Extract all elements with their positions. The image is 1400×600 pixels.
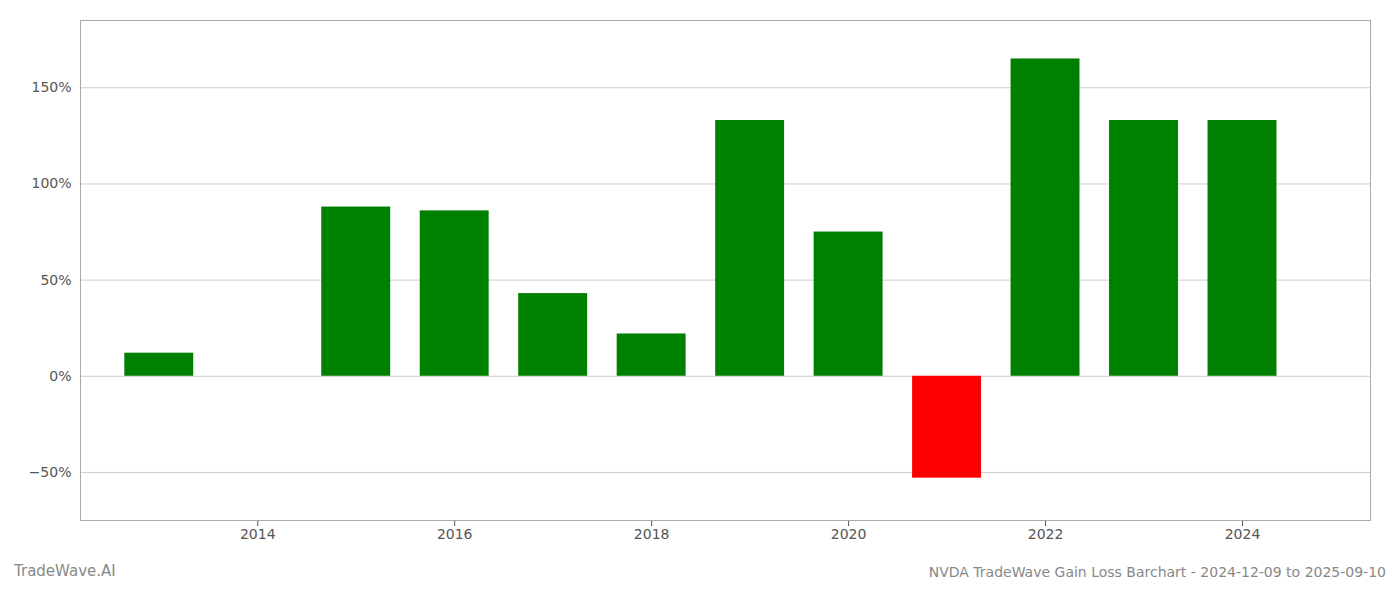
html-text:NVDA TradeWave Gain Loss Barch: NVDA TradeWave Gain Loss Barchart - 2024… — [928, 564, 1386, 580]
svg-text:2018: 2018 — [634, 526, 670, 542]
svg-text:2014: 2014 — [240, 526, 276, 542]
svg-text:−50%: −50% — [29, 464, 72, 480]
html-text:TradeWave.AI: TradeWave.AI — [14, 562, 116, 580]
svg-text:2022: 2022 — [1028, 526, 1064, 542]
svg-text:2020: 2020 — [831, 526, 867, 542]
svg-text:150%: 150% — [31, 79, 71, 95]
svg-text:2016: 2016 — [437, 526, 473, 542]
svg-text:100%: 100% — [31, 175, 71, 191]
svg-text:0%: 0% — [49, 368, 71, 384]
svg-text:2024: 2024 — [1225, 526, 1261, 542]
svg-text:50%: 50% — [40, 272, 71, 288]
